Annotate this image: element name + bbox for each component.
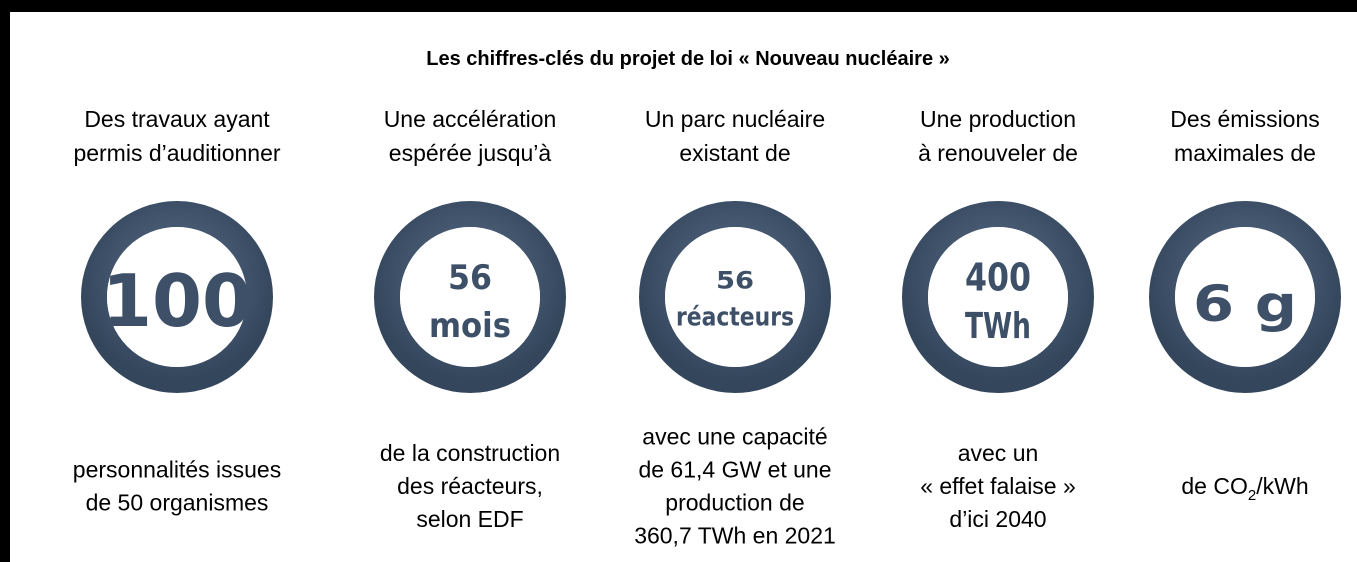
ring [1149, 201, 1341, 393]
bottom-text: personnalités issues [73, 457, 281, 483]
ring [902, 201, 1094, 393]
ring [374, 201, 566, 393]
top-text: à renouveler de [918, 140, 1078, 166]
figure: TWh [965, 306, 1031, 347]
ring [639, 201, 831, 393]
top-text: espérée jusqu’à [389, 140, 552, 166]
bottom-text: de CO2/kWh [1181, 473, 1308, 504]
bottom-text: des réacteurs, [397, 473, 543, 499]
top-text: maximales de [1174, 140, 1316, 166]
bottom-text-part: /kWh [1256, 473, 1308, 499]
top-text: Des travaux ayant [84, 106, 270, 132]
ring-inner [665, 227, 805, 367]
ring-inner [928, 227, 1068, 367]
bottom-text-part: 2 [1248, 487, 1256, 504]
top-text: existant de [679, 140, 790, 166]
bottom-text: production de [665, 490, 804, 516]
bottom-text: de 61,4 GW et une [638, 457, 831, 483]
bottom-text-part: de CO [1181, 473, 1247, 499]
bottom-text: d’ici 2040 [949, 506, 1046, 532]
bottom-text: avec un [958, 440, 1039, 466]
figure: 6 g [1193, 275, 1297, 333]
figure: 56 [448, 258, 492, 298]
top-border [0, 0, 1357, 12]
figure: mois [429, 306, 511, 346]
top-text: Un parc nucléaire [645, 106, 825, 132]
bottom-text: « effet falaise » [920, 473, 1076, 499]
figure: 100 [102, 259, 252, 343]
top-text: Une accélération [384, 106, 557, 132]
bottom-text: 360,7 TWh en 2021 [634, 523, 836, 549]
figure: 56 [716, 267, 754, 295]
figure: 400 [965, 256, 1031, 300]
bottom-text: selon EDF [416, 506, 523, 532]
bottom-text: de 50 organismes [86, 490, 269, 516]
bottom-text: de la construction [380, 440, 560, 466]
top-text: Une production [920, 106, 1076, 132]
ring-inner [400, 227, 540, 367]
ring-inner [1175, 227, 1315, 367]
ring-inner [107, 227, 247, 367]
figure: réacteurs [676, 302, 794, 332]
top-text: permis d’auditionner [73, 140, 280, 166]
bottom-text: avec une capacité [642, 424, 827, 450]
left-border [0, 0, 10, 562]
ring [81, 201, 273, 393]
title: Les chiffres-clés du projet de loi « Nou… [426, 48, 950, 70]
top-text: Des émissions [1170, 106, 1320, 132]
